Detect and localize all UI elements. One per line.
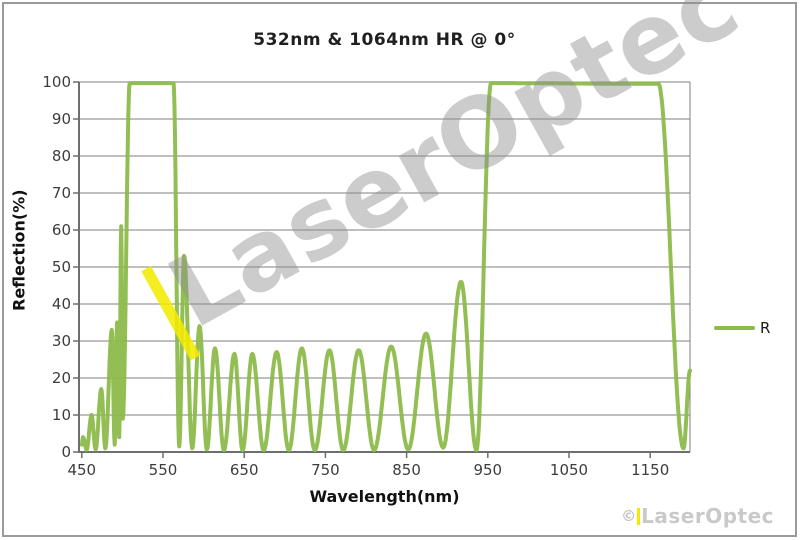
y-tick-label: 50 — [51, 258, 71, 276]
y-tick-label: 80 — [51, 147, 71, 165]
y-tick-label: 40 — [51, 295, 71, 313]
y-tick-label: 10 — [51, 406, 71, 424]
x-tick-label: 1150 — [631, 461, 670, 479]
x-tick-label: 850 — [392, 461, 421, 479]
y-tick-label: 60 — [51, 221, 71, 239]
y-tick-label: 0 — [61, 443, 71, 461]
x-axis-title: Wavelength(nm) — [309, 487, 460, 506]
y-tick-label: 70 — [51, 184, 71, 202]
legend: R — [714, 319, 784, 337]
y-tick-label: 20 — [51, 369, 71, 387]
y-tick-label: 30 — [51, 332, 71, 350]
x-tick-label: 550 — [148, 461, 178, 479]
x-tick-label: 450 — [67, 461, 97, 479]
copyright-icon: © — [621, 507, 637, 525]
y-tick-label: 90 — [51, 110, 71, 128]
brand-logo: © LaserOptec — [621, 504, 774, 528]
x-tick-label: 750 — [311, 461, 340, 479]
chart-title: 532nm & 1064nm HR @ 0° — [253, 30, 516, 50]
y-tick-label: 100 — [42, 73, 71, 91]
x-tick-label: 650 — [229, 461, 259, 479]
brand-logo-text: LaserOptec — [641, 504, 774, 528]
legend-series-label: R — [760, 319, 771, 337]
legend-line-swatch — [714, 326, 755, 330]
x-tick-label: 1050 — [549, 461, 589, 479]
x-tick-label: 950 — [473, 461, 503, 479]
logo-yellow-accent — [637, 507, 641, 525]
